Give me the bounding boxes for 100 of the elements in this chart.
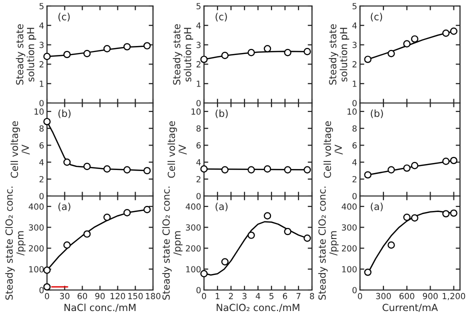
point bbox=[364, 171, 372, 179]
y-tick-label: 0 bbox=[352, 100, 357, 106]
point bbox=[123, 166, 131, 174]
y-tick-label: 400 bbox=[186, 203, 201, 210]
point bbox=[450, 209, 458, 217]
y-tick-label: 0 bbox=[196, 286, 201, 294]
point bbox=[221, 258, 229, 266]
y-tick-label: 6 bbox=[352, 142, 357, 149]
y-axis-title: Steady state solution pH bbox=[16, 24, 36, 85]
point bbox=[442, 158, 450, 165]
point bbox=[442, 210, 450, 218]
x-tick-label: 6 bbox=[282, 292, 288, 300]
y-axis-title: Steady state ClO₂ conc. /ppm bbox=[162, 186, 183, 300]
y-tick-label: 400 bbox=[342, 203, 357, 210]
y-tick-label: 3 bbox=[196, 42, 201, 48]
point bbox=[103, 45, 111, 52]
point bbox=[403, 164, 411, 172]
point bbox=[83, 230, 91, 238]
y-tick-label: 0 bbox=[352, 192, 357, 200]
point bbox=[43, 118, 51, 126]
y-tick-label: 300 bbox=[28, 224, 44, 231]
y-tick-label: 5 bbox=[352, 3, 356, 10]
point bbox=[248, 48, 255, 56]
y-tick-label: 2 bbox=[352, 176, 356, 182]
annotation: (a) bbox=[370, 202, 383, 212]
y-tick-label: 1 bbox=[40, 80, 44, 87]
x-tick-label: 600 bbox=[400, 292, 414, 300]
point bbox=[63, 158, 71, 166]
point bbox=[411, 35, 418, 43]
x-tick-label: 2 bbox=[228, 292, 233, 300]
point bbox=[264, 212, 272, 220]
y-axis-title: Steady state solution pH bbox=[328, 24, 350, 85]
point bbox=[83, 50, 91, 58]
point bbox=[143, 166, 151, 174]
point bbox=[284, 48, 292, 56]
y-axis-title: Steady state ClO₂ conc. /ppm bbox=[5, 186, 26, 300]
point bbox=[123, 209, 131, 216]
y-tick-label: 0 bbox=[39, 286, 44, 294]
y-axis-title: Steady state solution pH bbox=[172, 24, 194, 85]
point bbox=[200, 270, 208, 278]
y-tick-label: 10 bbox=[192, 108, 201, 115]
point bbox=[284, 228, 292, 236]
y-tick-label: 4 bbox=[39, 159, 44, 166]
annotation: (c) bbox=[216, 12, 227, 22]
point bbox=[388, 166, 395, 174]
point bbox=[63, 50, 71, 58]
y-tick-label: 200 bbox=[186, 245, 201, 252]
x-tick-label: 5 bbox=[269, 293, 274, 300]
annotation: (c) bbox=[58, 12, 70, 22]
y-tick-label: 400 bbox=[28, 203, 44, 210]
point bbox=[43, 52, 51, 60]
y-axis-title: Cell voltage /V bbox=[324, 121, 343, 178]
y-tick-label: 8 bbox=[39, 125, 44, 132]
y-tick-label: 4 bbox=[196, 159, 201, 166]
x-tick-label: 90 bbox=[95, 292, 105, 300]
y-tick-label: 100 bbox=[186, 266, 201, 272]
y-tick-label: 300 bbox=[342, 224, 357, 231]
y-tick-label: 0 bbox=[39, 100, 44, 106]
x-axis-title: Current/mA bbox=[382, 304, 438, 312]
x-tick-label: 0 bbox=[202, 292, 206, 300]
x-tick-label: 300 bbox=[376, 292, 391, 300]
y-axis-title: Cell voltage /V bbox=[168, 121, 187, 178]
y-tick-label: 0 bbox=[196, 100, 201, 106]
x-tick-label: 4 bbox=[256, 293, 260, 300]
point bbox=[403, 40, 411, 48]
x-axis-title: NaClO₂ conc./mM bbox=[216, 304, 300, 312]
x-tick-label: 30 bbox=[60, 292, 70, 300]
y-tick-label: 1 bbox=[352, 80, 356, 87]
point bbox=[388, 50, 395, 58]
y-axis-title: Cell voltage /V bbox=[10, 121, 30, 178]
point bbox=[143, 206, 151, 214]
point bbox=[450, 156, 458, 164]
point bbox=[364, 56, 372, 64]
x-tick-label: 150 bbox=[128, 292, 143, 300]
point bbox=[450, 28, 458, 35]
y-tick-label: 6 bbox=[196, 142, 201, 149]
point bbox=[411, 162, 418, 170]
y-tick-label: 0 bbox=[39, 192, 44, 200]
point bbox=[63, 241, 71, 249]
point bbox=[264, 45, 272, 52]
y-tick-label: 6 bbox=[40, 142, 44, 149]
y-tick-label: 200 bbox=[342, 245, 357, 252]
y-tick-label: 4 bbox=[39, 22, 44, 29]
y-tick-label: 200 bbox=[28, 245, 44, 252]
y-tick-label: 8 bbox=[196, 125, 201, 132]
y-tick-label: 5 bbox=[196, 3, 200, 10]
y-tick-label: 100 bbox=[29, 266, 44, 272]
point bbox=[388, 241, 395, 249]
x-tick-label: 0 bbox=[358, 292, 362, 300]
point bbox=[143, 42, 151, 50]
y-tick-label: 3 bbox=[352, 42, 357, 48]
point bbox=[364, 268, 372, 276]
point bbox=[411, 214, 418, 222]
y-tick-label: 2 bbox=[352, 61, 356, 68]
annotation: (b) bbox=[58, 110, 71, 118]
point bbox=[200, 56, 208, 64]
x-axis-title: NaCl conc./mM bbox=[64, 304, 136, 312]
point bbox=[123, 43, 131, 50]
annotation: (c) bbox=[370, 12, 382, 22]
annotation: (a) bbox=[58, 202, 70, 212]
